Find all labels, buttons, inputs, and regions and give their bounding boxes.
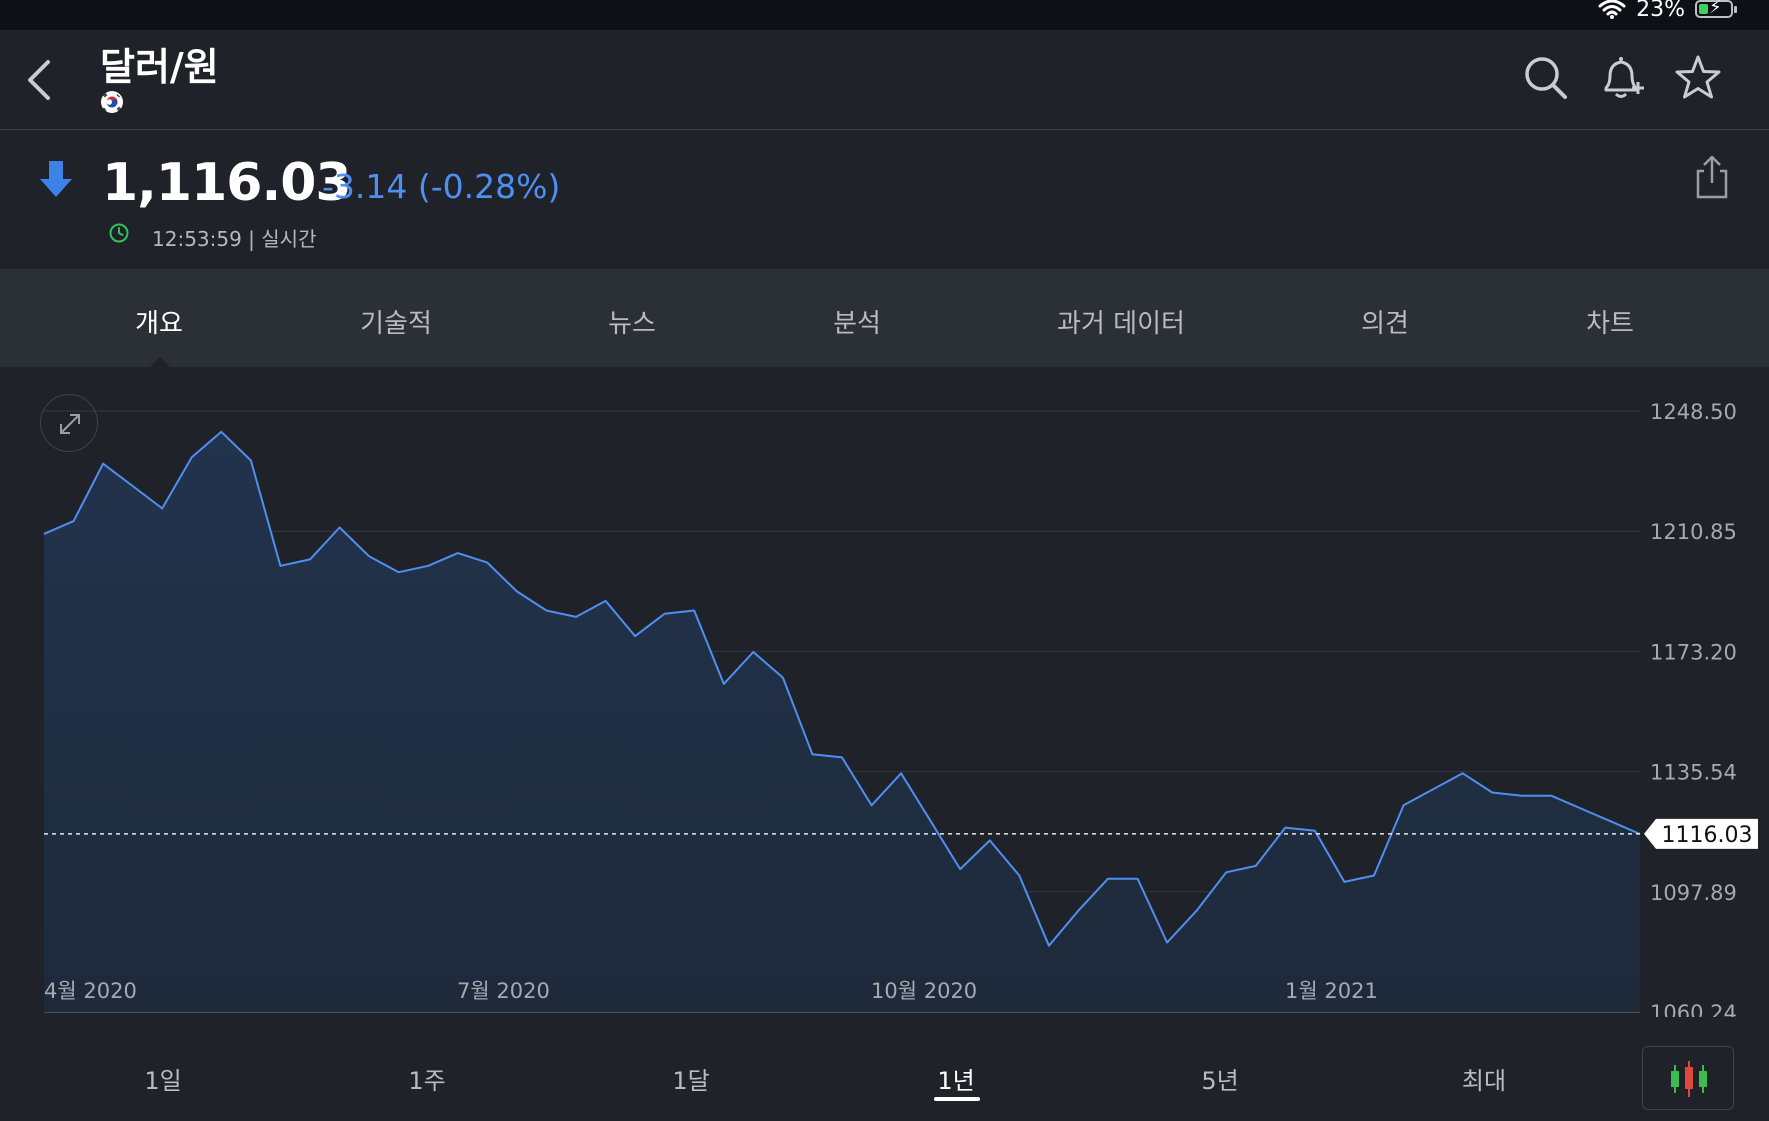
y-tick-label: 1060.24 — [1650, 1001, 1737, 1017]
star-icon[interactable] — [1672, 52, 1724, 104]
page-title: 달러/원 — [100, 45, 219, 89]
y-tick-label: 1097.89 — [1650, 881, 1737, 905]
search-icon[interactable] — [1520, 52, 1572, 104]
last-price: 1,116.03 — [102, 153, 352, 213]
clock-icon — [109, 223, 129, 243]
price-change: -3.14 (-0.28%) — [322, 167, 561, 206]
y-tick-label: 1135.54 — [1650, 761, 1737, 785]
tab-overview[interactable]: 개요 — [135, 309, 183, 339]
x-tick-label: 10월 2020 — [871, 979, 977, 1003]
series-area — [44, 431, 1640, 1012]
range-1-month[interactable]: 1달 — [672, 1067, 710, 1095]
status-indicators: 23% ⚡ — [1598, 0, 1737, 24]
price-chart-svg: 1248.50 1210.85 1173.20 1135.54 1097.89 1060.… — [43, 400, 1758, 1017]
status-bar: 23% ⚡ — [0, 0, 1769, 30]
x-tick-label: 1월 2021 — [1285, 979, 1378, 1003]
y-tick-label: 1248.50 — [1650, 400, 1737, 424]
wifi-icon — [1598, 0, 1626, 19]
quote-time: 12:53:59 | 실시간 — [152, 227, 317, 251]
tab-historical-data[interactable]: 과거 데이터 — [1057, 309, 1185, 339]
y-tick-label: 1173.20 — [1650, 640, 1737, 664]
quote-summary: 1,116.03 -3.14 (-0.28%) 12:53:59 | 실시간 — [0, 131, 1769, 269]
current-value-label: 1116.03 — [1662, 823, 1753, 848]
battery-percent: 23% — [1636, 0, 1685, 22]
range-1-year[interactable]: 1년 — [937, 1067, 975, 1095]
tab-chart[interactable]: 차트 — [1586, 309, 1634, 339]
tab-opinion[interactable]: 의견 — [1361, 309, 1409, 339]
price-chart[interactable]: 1248.50 1210.85 1173.20 1135.54 1097.89 1060.… — [0, 367, 1769, 1017]
tab-technical[interactable]: 기술적 — [360, 309, 432, 339]
x-tick-label: 7월 2020 — [457, 979, 550, 1003]
expand-icon — [60, 414, 80, 434]
tab-news[interactable]: 뉴스 — [608, 309, 656, 339]
series-line — [43, 430, 1641, 947]
chart-type-button[interactable] — [1642, 1046, 1734, 1110]
fullscreen-button[interactable] — [40, 394, 98, 452]
range-5-year[interactable]: 5년 — [1201, 1067, 1239, 1095]
x-tick-label: 4월 2020 — [44, 979, 137, 1003]
app-header: 달러/원 — [0, 30, 1769, 130]
range-1-week[interactable]: 1주 — [408, 1067, 446, 1095]
candlestick-icon — [1671, 1061, 1707, 1097]
battery-icon: ⚡ — [1695, 0, 1737, 18]
section-tabs: 개요 기술적 뉴스 분석 과거 데이터 의견 차트 — [0, 269, 1769, 367]
share-icon[interactable] — [1692, 153, 1732, 201]
bell-plus-icon[interactable] — [1596, 52, 1648, 104]
active-tab-indicator — [150, 357, 170, 367]
range-1-day[interactable]: 1일 — [144, 1067, 182, 1095]
arrow-down-icon — [40, 161, 72, 197]
active-range-underline — [934, 1097, 980, 1101]
time-range-selector: 1일 1주 1달 1년 5년 최대 — [0, 1017, 1769, 1121]
korea-flag-icon — [101, 91, 123, 113]
back-icon[interactable] — [24, 58, 54, 102]
current-value-tag — [1644, 818, 1758, 849]
tab-analysis[interactable]: 분석 — [833, 309, 881, 339]
y-tick-label: 1210.85 — [1650, 520, 1737, 544]
range-max[interactable]: 최대 — [1461, 1067, 1507, 1095]
